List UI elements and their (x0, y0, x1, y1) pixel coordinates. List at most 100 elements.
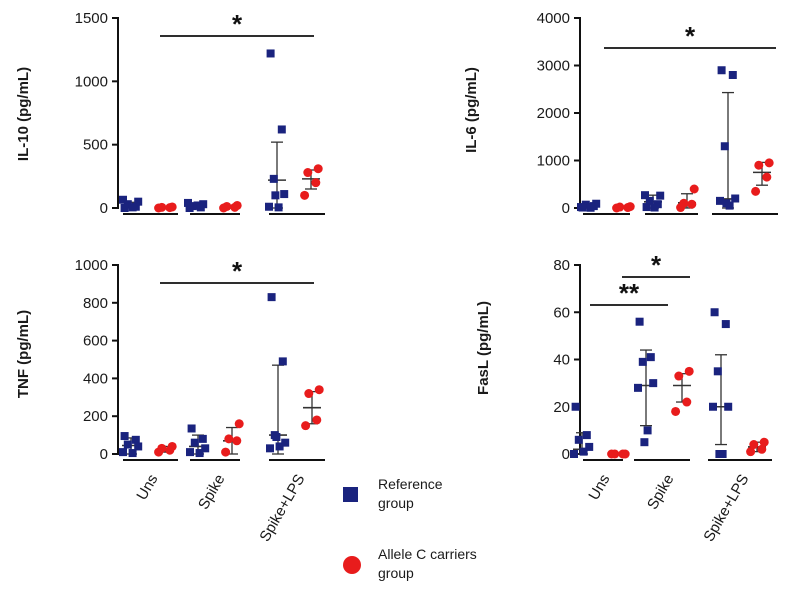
data-point-reference (280, 190, 289, 199)
data-point-reference (123, 440, 132, 449)
data-point-reference (267, 293, 276, 302)
data-point-reference (640, 438, 649, 447)
data-point-allele (301, 421, 311, 431)
data-point-allele (615, 202, 625, 212)
data-point-allele (682, 397, 692, 407)
legend-square-icon (343, 487, 358, 502)
data-point-reference (119, 448, 127, 457)
data-point-reference (581, 200, 590, 209)
data-point-reference (271, 191, 280, 200)
data-point-allele (625, 202, 635, 212)
data-point-reference (274, 203, 283, 212)
data-point-allele (311, 178, 321, 188)
legend-item: Reference group (343, 476, 443, 511)
data-point-reference (649, 379, 658, 388)
data-point-allele (687, 199, 697, 209)
data-point-reference (728, 71, 737, 79)
chart-panel-1: 0 500 1000 1500 IL-10 (pg/mL) * (15, 9, 325, 217)
legend-label: group (378, 565, 414, 581)
data-point-reference (710, 308, 719, 317)
chart-panel-3: 0 200 400 600 800 1000 TNF (pg/mL) * Uns Spike Spi… (15, 256, 325, 545)
data-point-reference (646, 353, 655, 362)
data-point-reference (120, 432, 129, 441)
data-point-reference (269, 174, 278, 183)
y-tick-label: 40 (553, 352, 570, 369)
data-point-allele (304, 389, 314, 399)
category-label: Spike (195, 472, 228, 513)
data-point-reference (128, 449, 137, 458)
significance-marker: * (651, 250, 662, 280)
y-tick-label: 500 (83, 137, 108, 154)
data-point-reference (131, 435, 140, 444)
data-point-reference (190, 438, 199, 447)
data-point-allele (671, 406, 681, 416)
data-point-allele (751, 186, 761, 196)
data-point-allele (684, 366, 694, 376)
y-tick-label: 80 (553, 257, 570, 274)
data-point-allele (224, 434, 234, 444)
y-tick-label: 4000 (537, 10, 570, 27)
legend-label: Reference (378, 476, 443, 492)
data-point-reference (278, 357, 287, 366)
y-tick-label: 1000 (75, 73, 108, 90)
data-point-reference (184, 198, 192, 207)
data-point-reference (645, 196, 654, 205)
y-tick-label: 400 (83, 370, 108, 387)
data-point-reference (275, 442, 284, 451)
data-point-reference (586, 203, 595, 212)
data-point-reference (634, 383, 642, 392)
data-point-allele (746, 447, 756, 457)
data-point-allele (222, 201, 232, 211)
data-point-reference (266, 49, 275, 58)
data-point-reference (195, 449, 204, 458)
y-axis-label: TNF (pg/mL) (15, 310, 32, 398)
data-point-reference (266, 444, 274, 453)
y-tick-label: 200 (83, 408, 108, 425)
data-point-reference (717, 66, 726, 75)
data-point-reference (272, 432, 281, 441)
data-point-reference (722, 199, 731, 208)
y-tick-label: 600 (83, 333, 108, 350)
data-point-allele (221, 447, 231, 457)
data-point-allele (157, 443, 167, 453)
data-point-reference (641, 191, 649, 200)
category-label: Uns (133, 472, 161, 504)
data-point-reference (198, 434, 207, 443)
data-point-allele (300, 190, 310, 200)
y-tick-label: 2000 (537, 105, 570, 122)
data-point-allele (754, 160, 764, 170)
data-point-reference (577, 203, 585, 212)
data-point-allele (689, 184, 699, 194)
data-point-reference (265, 202, 273, 211)
data-point-allele (232, 200, 242, 210)
data-point-reference (193, 201, 202, 210)
y-tick-label: 1000 (75, 257, 108, 274)
data-point-reference (650, 203, 659, 212)
data-point-reference (724, 402, 733, 411)
legend-item: Allele C carriers group (343, 546, 477, 581)
data-point-reference (715, 450, 724, 458)
data-point-reference (642, 203, 651, 212)
legend-label: Allele C carriers (378, 546, 477, 562)
data-point-allele (674, 371, 684, 381)
y-tick-label: 20 (553, 399, 570, 416)
legend: Reference group Allele C carriers group (343, 476, 477, 581)
data-point-reference (571, 402, 580, 411)
y-axis-label: FasL (pg/mL) (475, 301, 492, 395)
data-point-allele (620, 449, 630, 459)
y-tick-label: 3000 (537, 58, 570, 75)
data-point-allele (232, 436, 242, 446)
data-point-reference (709, 402, 717, 411)
data-point-reference (643, 426, 652, 435)
data-point-reference (716, 196, 724, 205)
data-point-reference (585, 442, 594, 451)
y-axis-label: IL-6 (pg/mL) (463, 67, 480, 153)
chart-panel-2: 0 1000 2000 3000 4000 IL-6 (pg/mL) * (463, 10, 778, 217)
data-point-reference (592, 199, 601, 208)
data-point-reference (574, 435, 583, 444)
category-label: Spike (644, 472, 677, 513)
category-label: Spike+LPS (700, 472, 752, 545)
data-point-reference (119, 195, 127, 204)
data-point-reference (134, 197, 143, 206)
